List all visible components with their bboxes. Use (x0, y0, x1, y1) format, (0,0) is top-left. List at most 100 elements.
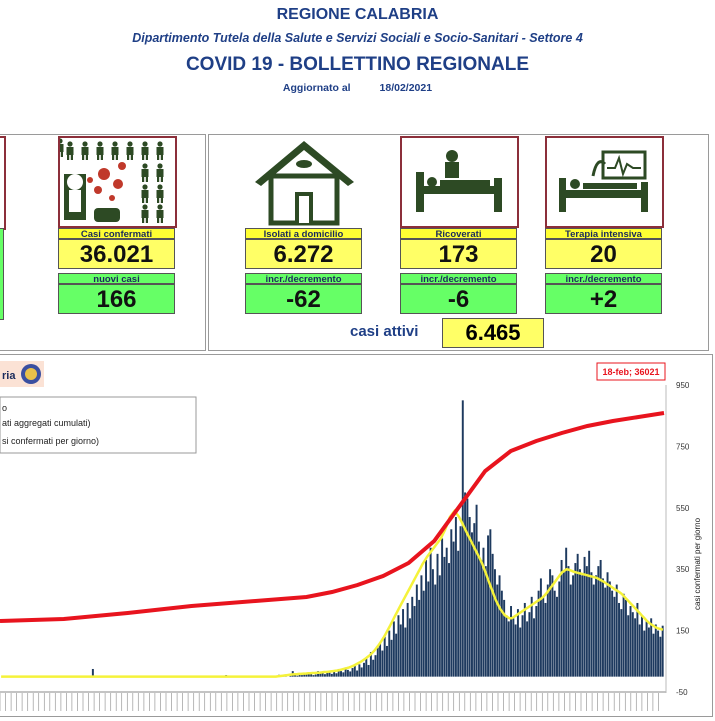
daily-bar (482, 547, 485, 677)
right-tick-labels: 950 750 550 350 150 -50 (676, 381, 690, 697)
daily-bar (427, 581, 430, 677)
daily-bar (654, 624, 657, 677)
callout-box (596, 362, 666, 381)
daily-bar (358, 664, 361, 677)
daily-bar (588, 550, 591, 677)
daily-bar (537, 590, 540, 677)
daily-bar (390, 639, 393, 677)
daily-bar (553, 590, 556, 677)
daily-bar (535, 606, 538, 677)
daily-bar (500, 590, 503, 677)
daily-bar (471, 532, 473, 677)
daily-bar (496, 584, 499, 677)
icu-bed-icon (545, 136, 664, 228)
daily-bar (551, 575, 554, 677)
new-cases-value: 166 (58, 284, 175, 314)
daily-bar (493, 569, 496, 677)
daily-bar (618, 602, 620, 677)
daily-bar (337, 668, 340, 677)
daily-bar (507, 621, 510, 677)
daily-bar (422, 590, 425, 677)
daily-bar (503, 599, 506, 677)
icu-delta-label: incr./decremento (545, 273, 662, 285)
daily-bar (661, 625, 664, 677)
daily-bar (294, 674, 297, 677)
right-tick-label: -50 (676, 688, 688, 697)
daily-bar (346, 669, 349, 677)
daily-bar (303, 674, 306, 677)
active-cases-label: casi attivi (350, 323, 419, 340)
daily-bar (333, 671, 336, 677)
daily-bar (330, 673, 333, 677)
daily-bar (443, 556, 446, 677)
daily-bar (438, 575, 441, 677)
icu-label: Terapia intensiva (545, 228, 662, 240)
right-tick-label: 950 (676, 381, 690, 390)
daily-bar (381, 650, 384, 677)
daily-bar (356, 670, 359, 677)
daily-bar (622, 593, 625, 677)
legend-entry-3: si confermati per giorno) (2, 436, 99, 446)
daily-bar (475, 504, 478, 677)
daily-bar (489, 529, 492, 677)
region-title: REGIONE CALABRIA (276, 6, 439, 23)
virus-spread-icon (56, 136, 177, 228)
daily-bar (528, 612, 531, 677)
daily-bar (461, 400, 464, 677)
callout-label: 18-feb; 36021 (602, 367, 659, 377)
daily-bar (300, 675, 303, 677)
daily-bar (374, 655, 377, 677)
daily-bar (477, 541, 480, 677)
daily-bar (466, 498, 469, 677)
daily-bar (565, 547, 568, 677)
daily-bar (307, 673, 310, 677)
daily-bar (420, 575, 423, 677)
active-cases-value: 6.465 (442, 318, 544, 348)
daily-bar (434, 584, 437, 677)
daily-bar (606, 572, 609, 677)
daily-bar (595, 575, 598, 677)
updated-label: Aggiornato al (282, 82, 351, 94)
daily-bar (340, 671, 342, 677)
chart-title: ria (2, 370, 16, 382)
daily-bar (445, 547, 448, 677)
daily-bar (464, 492, 467, 677)
daily-bar (546, 584, 549, 677)
daily-bar (429, 547, 432, 677)
hospitalized-delta-label: incr./decremento (400, 273, 517, 285)
cases-chart: ria o ati aggregati cumulati) si conferm… (0, 354, 713, 717)
confirmed-value: 36.021 (58, 239, 175, 269)
daily-bar (539, 578, 542, 677)
daily-bar (634, 618, 637, 677)
home-delta-value: -62 (245, 284, 362, 314)
daily-bar (631, 612, 634, 677)
daily-bar (335, 673, 338, 677)
daily-bar (349, 671, 352, 677)
daily-bar (360, 667, 363, 677)
daily-bar (615, 584, 618, 677)
daily-bar (385, 645, 388, 677)
daily-bar (562, 572, 565, 677)
icu-delta-value: +2 (545, 284, 662, 314)
daily-bar (592, 584, 595, 677)
daily-bar (351, 668, 354, 677)
daily-bar (321, 672, 324, 677)
daily-bar (454, 517, 457, 677)
daily-bar (599, 559, 602, 677)
home-delta-label: incr./decremento (245, 273, 362, 285)
daily-bar (326, 672, 329, 677)
daily-bar (643, 630, 646, 677)
daily-bar (624, 599, 627, 677)
daily-bar (601, 578, 604, 677)
daily-bar (431, 569, 434, 677)
daily-bar (372, 659, 375, 677)
daily-bar (650, 618, 653, 677)
daily-bar (376, 647, 379, 677)
daily-bar (645, 621, 648, 677)
daily-bar (473, 523, 476, 677)
daily-bar (468, 517, 471, 677)
moving-average-line (1, 508, 664, 678)
daily-bar (397, 615, 400, 677)
updated-date: 18/02/2021 (379, 82, 433, 94)
hospital-bed-icon (400, 136, 519, 228)
